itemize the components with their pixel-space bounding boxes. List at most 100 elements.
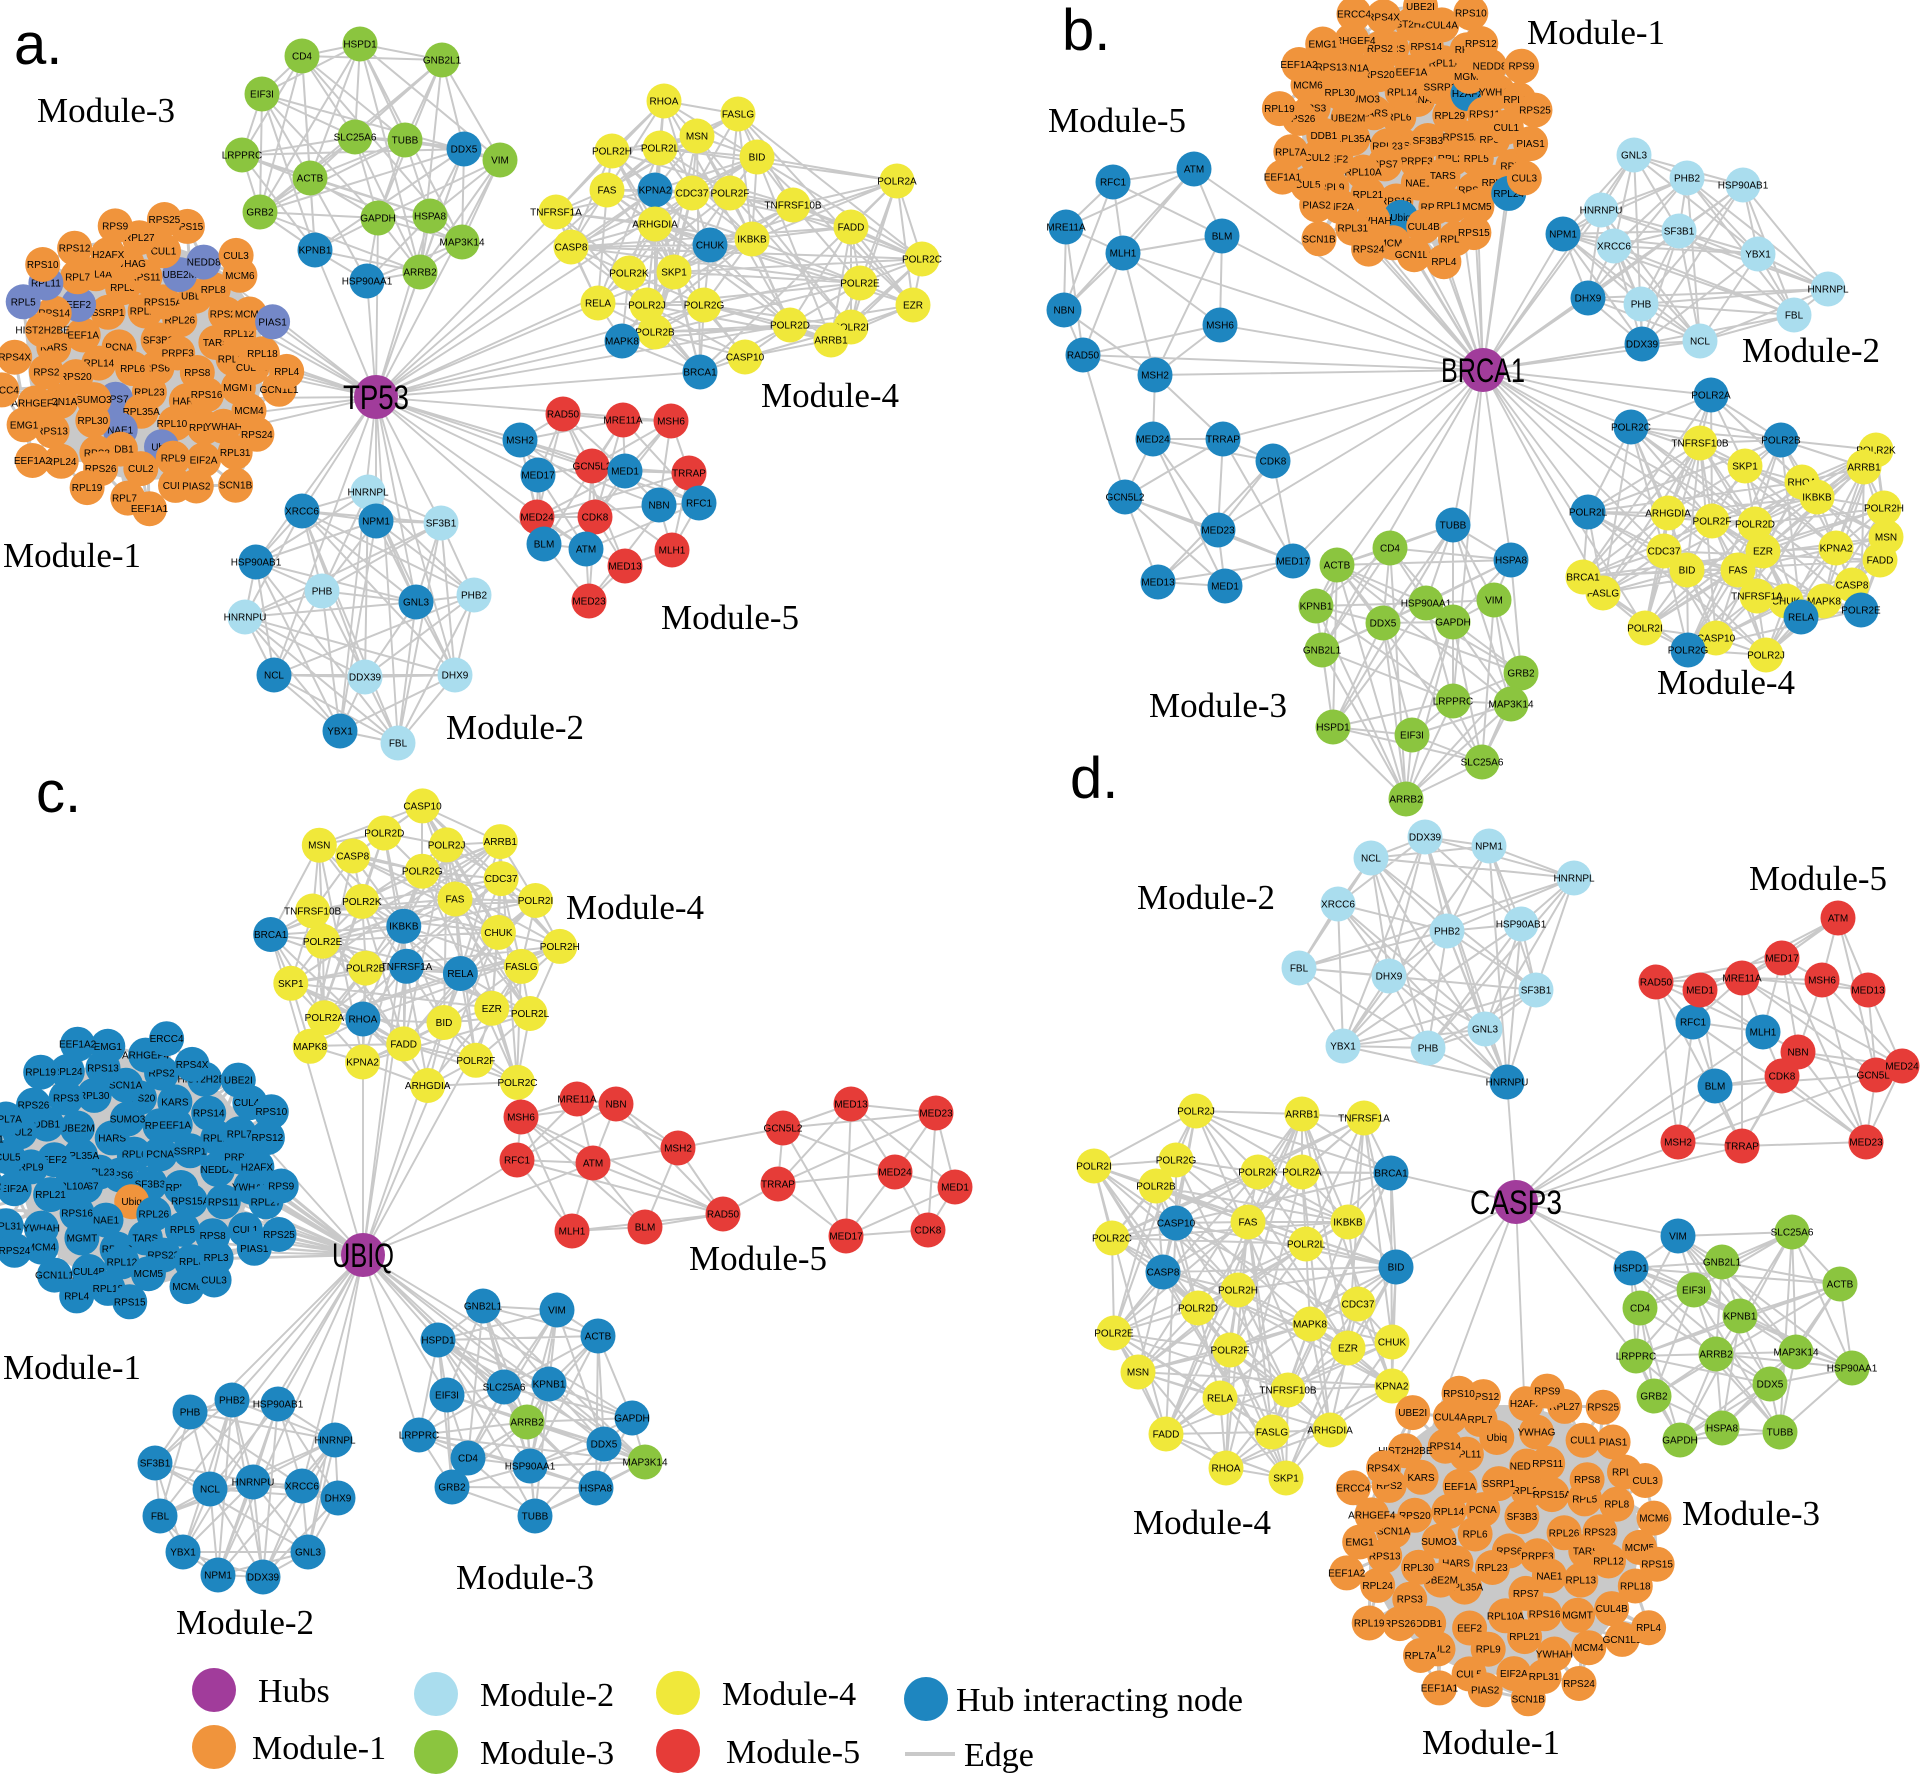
svg-text:FASLG: FASLG (1256, 1428, 1288, 1439)
svg-text:RPS12: RPS12 (252, 1133, 284, 1144)
svg-text:EEF1A: EEF1A (67, 331, 99, 342)
svg-text:POLR2B: POLR2B (635, 328, 675, 339)
svg-text:VIM: VIM (491, 156, 509, 167)
svg-text:ATM: ATM (1184, 165, 1204, 176)
svg-text:YWHAH: YWHAH (1354, 216, 1391, 227)
svg-text:GCN1L1: GCN1L1 (1395, 250, 1434, 261)
svg-text:RPL13: RPL13 (218, 354, 249, 365)
svg-text:Module-4: Module-4 (722, 1676, 856, 1713)
svg-text:CD4: CD4 (1380, 544, 1400, 555)
svg-text:RPL24: RPL24 (46, 457, 77, 468)
svg-text:PIAS1: PIAS1 (258, 317, 287, 328)
svg-text:POLR2H: POLR2H (1218, 1286, 1258, 1297)
svg-text:ARHGEF4: ARHGEF4 (122, 1051, 170, 1062)
svg-text:HIST2H2BE: HIST2H2BE (177, 1075, 232, 1086)
svg-text:YWHAH: YWHAH (23, 1224, 60, 1235)
svg-text:BLM: BLM (534, 540, 555, 551)
svg-text:ARRB2: ARRB2 (1389, 795, 1423, 806)
svg-text:ARRB1: ARRB1 (1285, 1110, 1319, 1121)
svg-text:GAPDH: GAPDH (360, 214, 396, 225)
svg-text:ARHGDIA: ARHGDIA (632, 220, 678, 231)
svg-text:RPL29: RPL29 (130, 307, 161, 318)
svg-text:CDC37: CDC37 (1648, 547, 1681, 558)
svg-text:RPL23: RPL23 (134, 388, 165, 399)
svg-text:HNRNPU: HNRNPU (1580, 206, 1623, 217)
svg-text:EEF2: EEF2 (66, 300, 91, 311)
svg-text:RPL18: RPL18 (1440, 234, 1471, 245)
svg-text:RPL6: RPL6 (1386, 112, 1411, 123)
svg-text:RPS2: RPS2 (1376, 1481, 1403, 1492)
svg-text:RPL35A: RPL35A (62, 1151, 100, 1162)
svg-text:SCN1B: SCN1B (219, 481, 253, 492)
svg-text:H2AFX: H2AFX (241, 1163, 274, 1174)
svg-text:CDK8: CDK8 (582, 513, 609, 524)
svg-text:HIST2H2BE: HIST2H2BE (1378, 1446, 1433, 1457)
svg-text:NAE1: NAE1 (1405, 179, 1432, 190)
svg-text:SF3B1: SF3B1 (1664, 227, 1695, 238)
svg-text:HNRNPL: HNRNPL (347, 488, 389, 499)
svg-text:POLR2F: POLR2F (1211, 1346, 1250, 1357)
svg-text:RPL29: RPL29 (1513, 1486, 1544, 1497)
svg-text:SF3B1: SF3B1 (140, 1459, 171, 1470)
svg-text:Module-3: Module-3 (456, 1558, 594, 1597)
svg-text:UBE2M: UBE2M (1331, 113, 1365, 124)
svg-text:c.: c. (36, 760, 81, 825)
svg-text:SKP1: SKP1 (1732, 462, 1758, 473)
svg-text:FAS: FAS (598, 186, 617, 197)
svg-text:RPL30: RPL30 (1403, 1563, 1434, 1574)
svg-text:RPL14: RPL14 (1434, 1507, 1465, 1518)
svg-text:GRB2: GRB2 (246, 208, 274, 219)
svg-text:RPL7A: RPL7A (1405, 1651, 1437, 1662)
svg-text:RPL35A: RPL35A (1446, 1583, 1484, 1594)
svg-text:RPL8: RPL8 (179, 1257, 204, 1268)
svg-text:RPS15A: RPS15A (1533, 1490, 1572, 1501)
svg-text:MED24: MED24 (1136, 435, 1170, 446)
svg-text:MED1: MED1 (941, 1183, 969, 1194)
svg-text:d.: d. (1070, 746, 1118, 811)
svg-text:TARS: TARS (203, 338, 229, 349)
svg-text:GNB2L1: GNB2L1 (423, 56, 462, 67)
svg-text:MCM5: MCM5 (235, 310, 265, 321)
svg-text:RPL31: RPL31 (1529, 1672, 1560, 1683)
svg-text:EIF2A: EIF2A (1500, 1669, 1528, 1680)
svg-text:GNB2L1: GNB2L1 (1303, 646, 1342, 657)
svg-text:EEF1A1: EEF1A1 (1264, 173, 1302, 184)
svg-text:RPL12: RPL12 (107, 1257, 138, 1268)
svg-text:GAPDH: GAPDH (614, 1414, 650, 1425)
svg-text:RPL7: RPL7 (65, 272, 90, 283)
svg-text:RELA: RELA (1788, 613, 1814, 624)
svg-text:ARHGDIA: ARHGDIA (1307, 1426, 1353, 1437)
svg-text:ATM: ATM (576, 545, 596, 556)
svg-text:YWHAH: YWHAH (205, 422, 242, 433)
svg-text:H2AFX: H2AFX (1452, 89, 1485, 100)
svg-text:DDX5: DDX5 (451, 145, 478, 156)
svg-text:RPS11: RPS11 (208, 1197, 239, 1208)
svg-text:EMG1: EMG1 (10, 420, 39, 431)
svg-text:EEF2: EEF2 (42, 1155, 67, 1166)
svg-text:MED23: MED23 (1201, 526, 1235, 537)
svg-text:RPS26: RPS26 (85, 464, 117, 475)
svg-text:CUL2: CUL2 (1425, 1644, 1451, 1655)
svg-text:a.: a. (14, 12, 62, 77)
svg-text:RPL4: RPL4 (274, 367, 299, 378)
svg-text:TP53: TP53 (343, 379, 409, 417)
svg-text:ACTB: ACTB (297, 174, 324, 185)
svg-text:RHOA: RHOA (650, 97, 679, 108)
svg-text:RPL9: RPL9 (161, 454, 186, 465)
svg-text:RPL21: RPL21 (35, 1190, 66, 1201)
svg-text:RPS2: RPS2 (149, 1069, 176, 1080)
svg-text:EEF2: EEF2 (1323, 154, 1348, 165)
svg-text:BLM: BLM (1705, 1082, 1726, 1093)
svg-text:POLR2E: POLR2E (840, 279, 880, 290)
svg-text:POLR2J: POLR2J (1177, 1107, 1215, 1118)
svg-text:HNRNPU: HNRNPU (1486, 1078, 1529, 1089)
svg-text:SLC25A6: SLC25A6 (334, 133, 377, 144)
svg-text:Module-4: Module-4 (566, 888, 704, 927)
svg-text:RFC1: RFC1 (504, 1156, 531, 1167)
svg-text:HNRNPL: HNRNPL (1807, 285, 1849, 296)
svg-text:RPS24: RPS24 (0, 1246, 31, 1257)
svg-text:HARS: HARS (98, 1133, 126, 1144)
svg-text:CUL1: CUL1 (233, 1225, 259, 1236)
svg-text:POLR2I: POLR2I (518, 896, 554, 907)
svg-text:RPL6: RPL6 (120, 364, 145, 375)
